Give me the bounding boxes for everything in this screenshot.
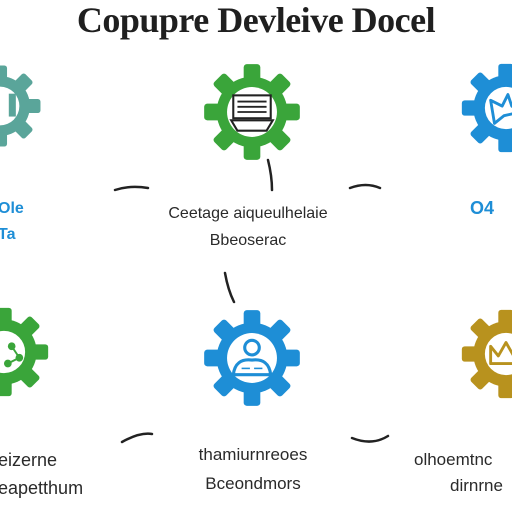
connector-right-top <box>348 183 382 190</box>
node-label-top-center-2: Bbeoserac <box>209 232 287 249</box>
node-label-top-center-1: Ceetage aiqueulhelaie <box>168 205 328 222</box>
database-icon <box>0 65 41 147</box>
connector-right-bottom <box>350 434 390 443</box>
node-label-bottom-center-2: Bceondmors <box>205 474 301 493</box>
node-label-top-left-1: Ole <box>0 200 24 217</box>
node-label-bottom-center-1: thamiurnreoes <box>198 445 308 464</box>
node-label-bottom-right-1: olhoemtnc <box>414 450 493 469</box>
node-label-top-right-1: O4 <box>470 198 495 218</box>
node-label-top-left-2: Ta <box>0 226 16 243</box>
document-stack-icon <box>204 64 300 160</box>
diagram-title: Copupre Devleive Docel <box>76 0 436 40</box>
connector-mid-down <box>223 271 236 304</box>
node-label-bottom-left-2: eapetthum <box>0 478 84 498</box>
node-label-bottom-right-2: dirnrne <box>450 476 503 495</box>
bird-icon <box>461 63 512 153</box>
node-label-bottom-left-1: eizerne <box>0 450 58 470</box>
connector-left-top <box>113 185 150 192</box>
network-icon <box>0 307 49 397</box>
connector-left-bottom <box>120 432 154 444</box>
user-document-icon <box>204 310 300 406</box>
crown-icon <box>461 309 512 399</box>
connector-top-center-down <box>266 158 274 192</box>
